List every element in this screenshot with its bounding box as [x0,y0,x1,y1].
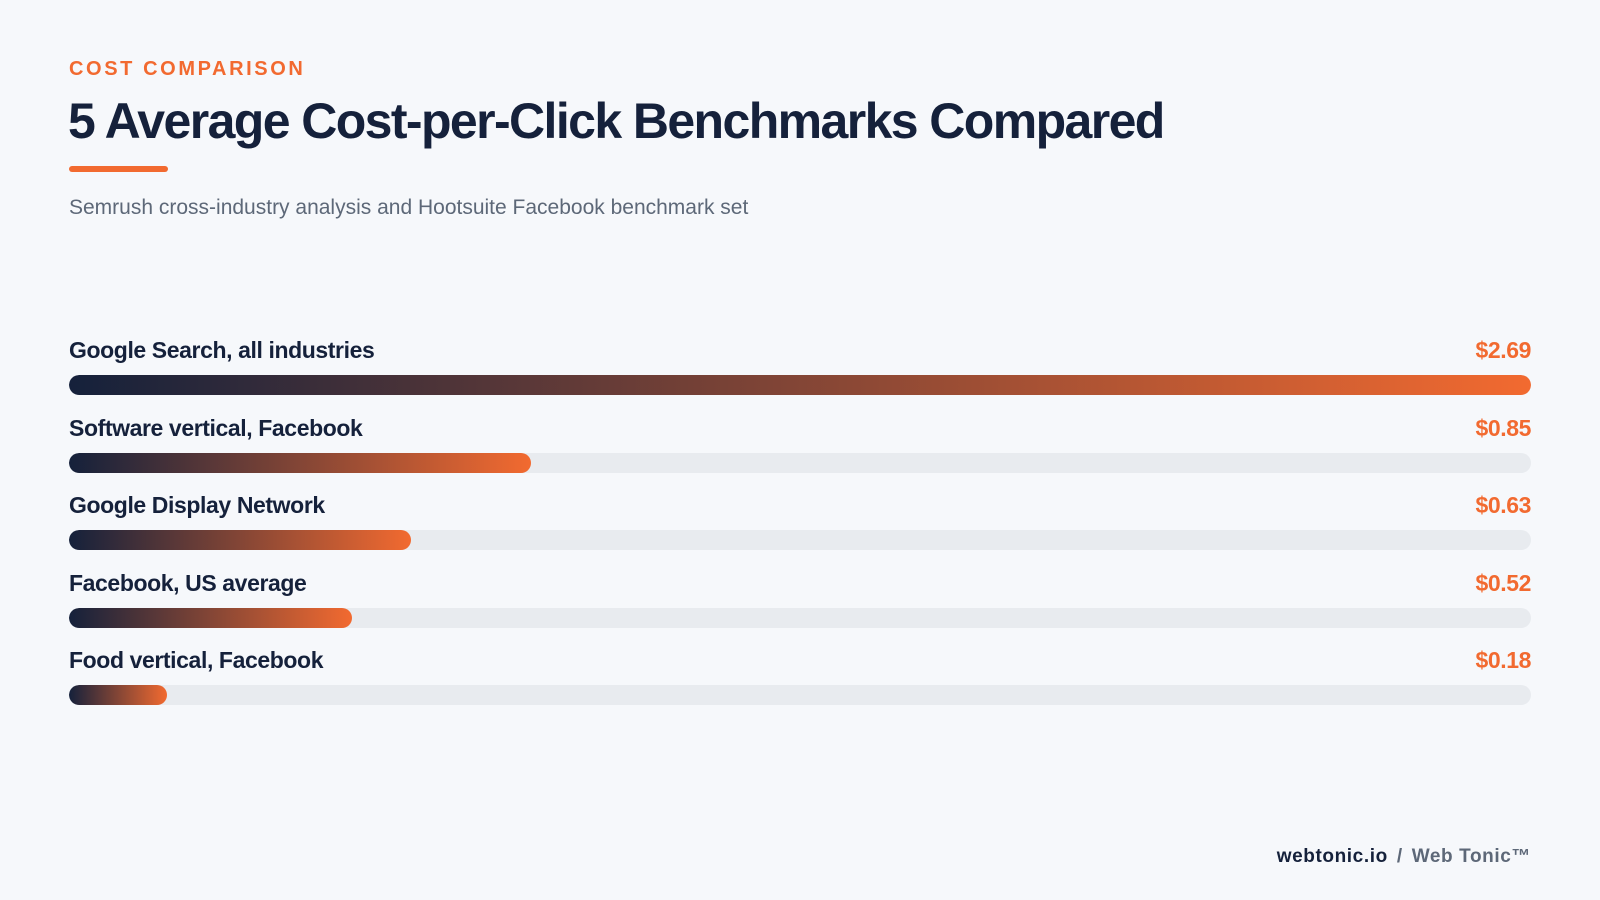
bar-row: Food vertical, Facebook $0.18 [69,647,1531,725]
bar-track [69,607,1531,628]
bar-label: Google Search, all industries [69,337,375,363]
eyebrow-label: COST COMPARISON [69,58,306,80]
footer-credit: webtonic.io / Web Tonic™ [1277,846,1531,868]
bar-track [69,375,1531,395]
footer-site[interactable]: webtonic.io [1276,846,1388,867]
footer-brand: Web Tonic™ [1411,846,1531,867]
bar-track [69,530,1531,550]
bar-row: Google Display Network $0.63 [69,492,1531,570]
footer-separator: / [1396,846,1403,867]
bar-row: Facebook, US average $0.52 [69,570,1531,648]
bar-row: Software vertical, Facebook $0.85 [69,415,1531,493]
bar-track [69,685,1531,705]
bar-label: Food vertical, Facebook [69,647,324,673]
bar [69,685,167,705]
page-title: 5 Average Cost-per-Click Benchmarks Comp… [68,93,1165,149]
title-underline [69,166,168,172]
bar-label: Google Display Network [69,492,325,518]
subtitle: Semrush cross-industry analysis and Hoot… [69,196,749,219]
bar-track [69,452,1531,473]
bar [69,452,531,473]
bar [69,607,352,628]
bar-label: Software vertical, Facebook [69,414,363,441]
bar-chart: Google Search, all industries $2.69 Softwa… [69,337,1531,725]
bar-value-label: $0.18 [1475,647,1531,673]
bar [69,375,1531,395]
bar-value-label: $2.69 [1475,337,1531,363]
bar-row: Google Search, all industries $2.69 [69,337,1531,415]
bar-value-label: $0.63 [1475,492,1531,518]
bar-label: Facebook, US average [69,569,307,596]
bar-value-label: $0.52 [1475,569,1531,596]
bar [69,530,412,550]
bar-value-label: $0.85 [1475,414,1531,441]
